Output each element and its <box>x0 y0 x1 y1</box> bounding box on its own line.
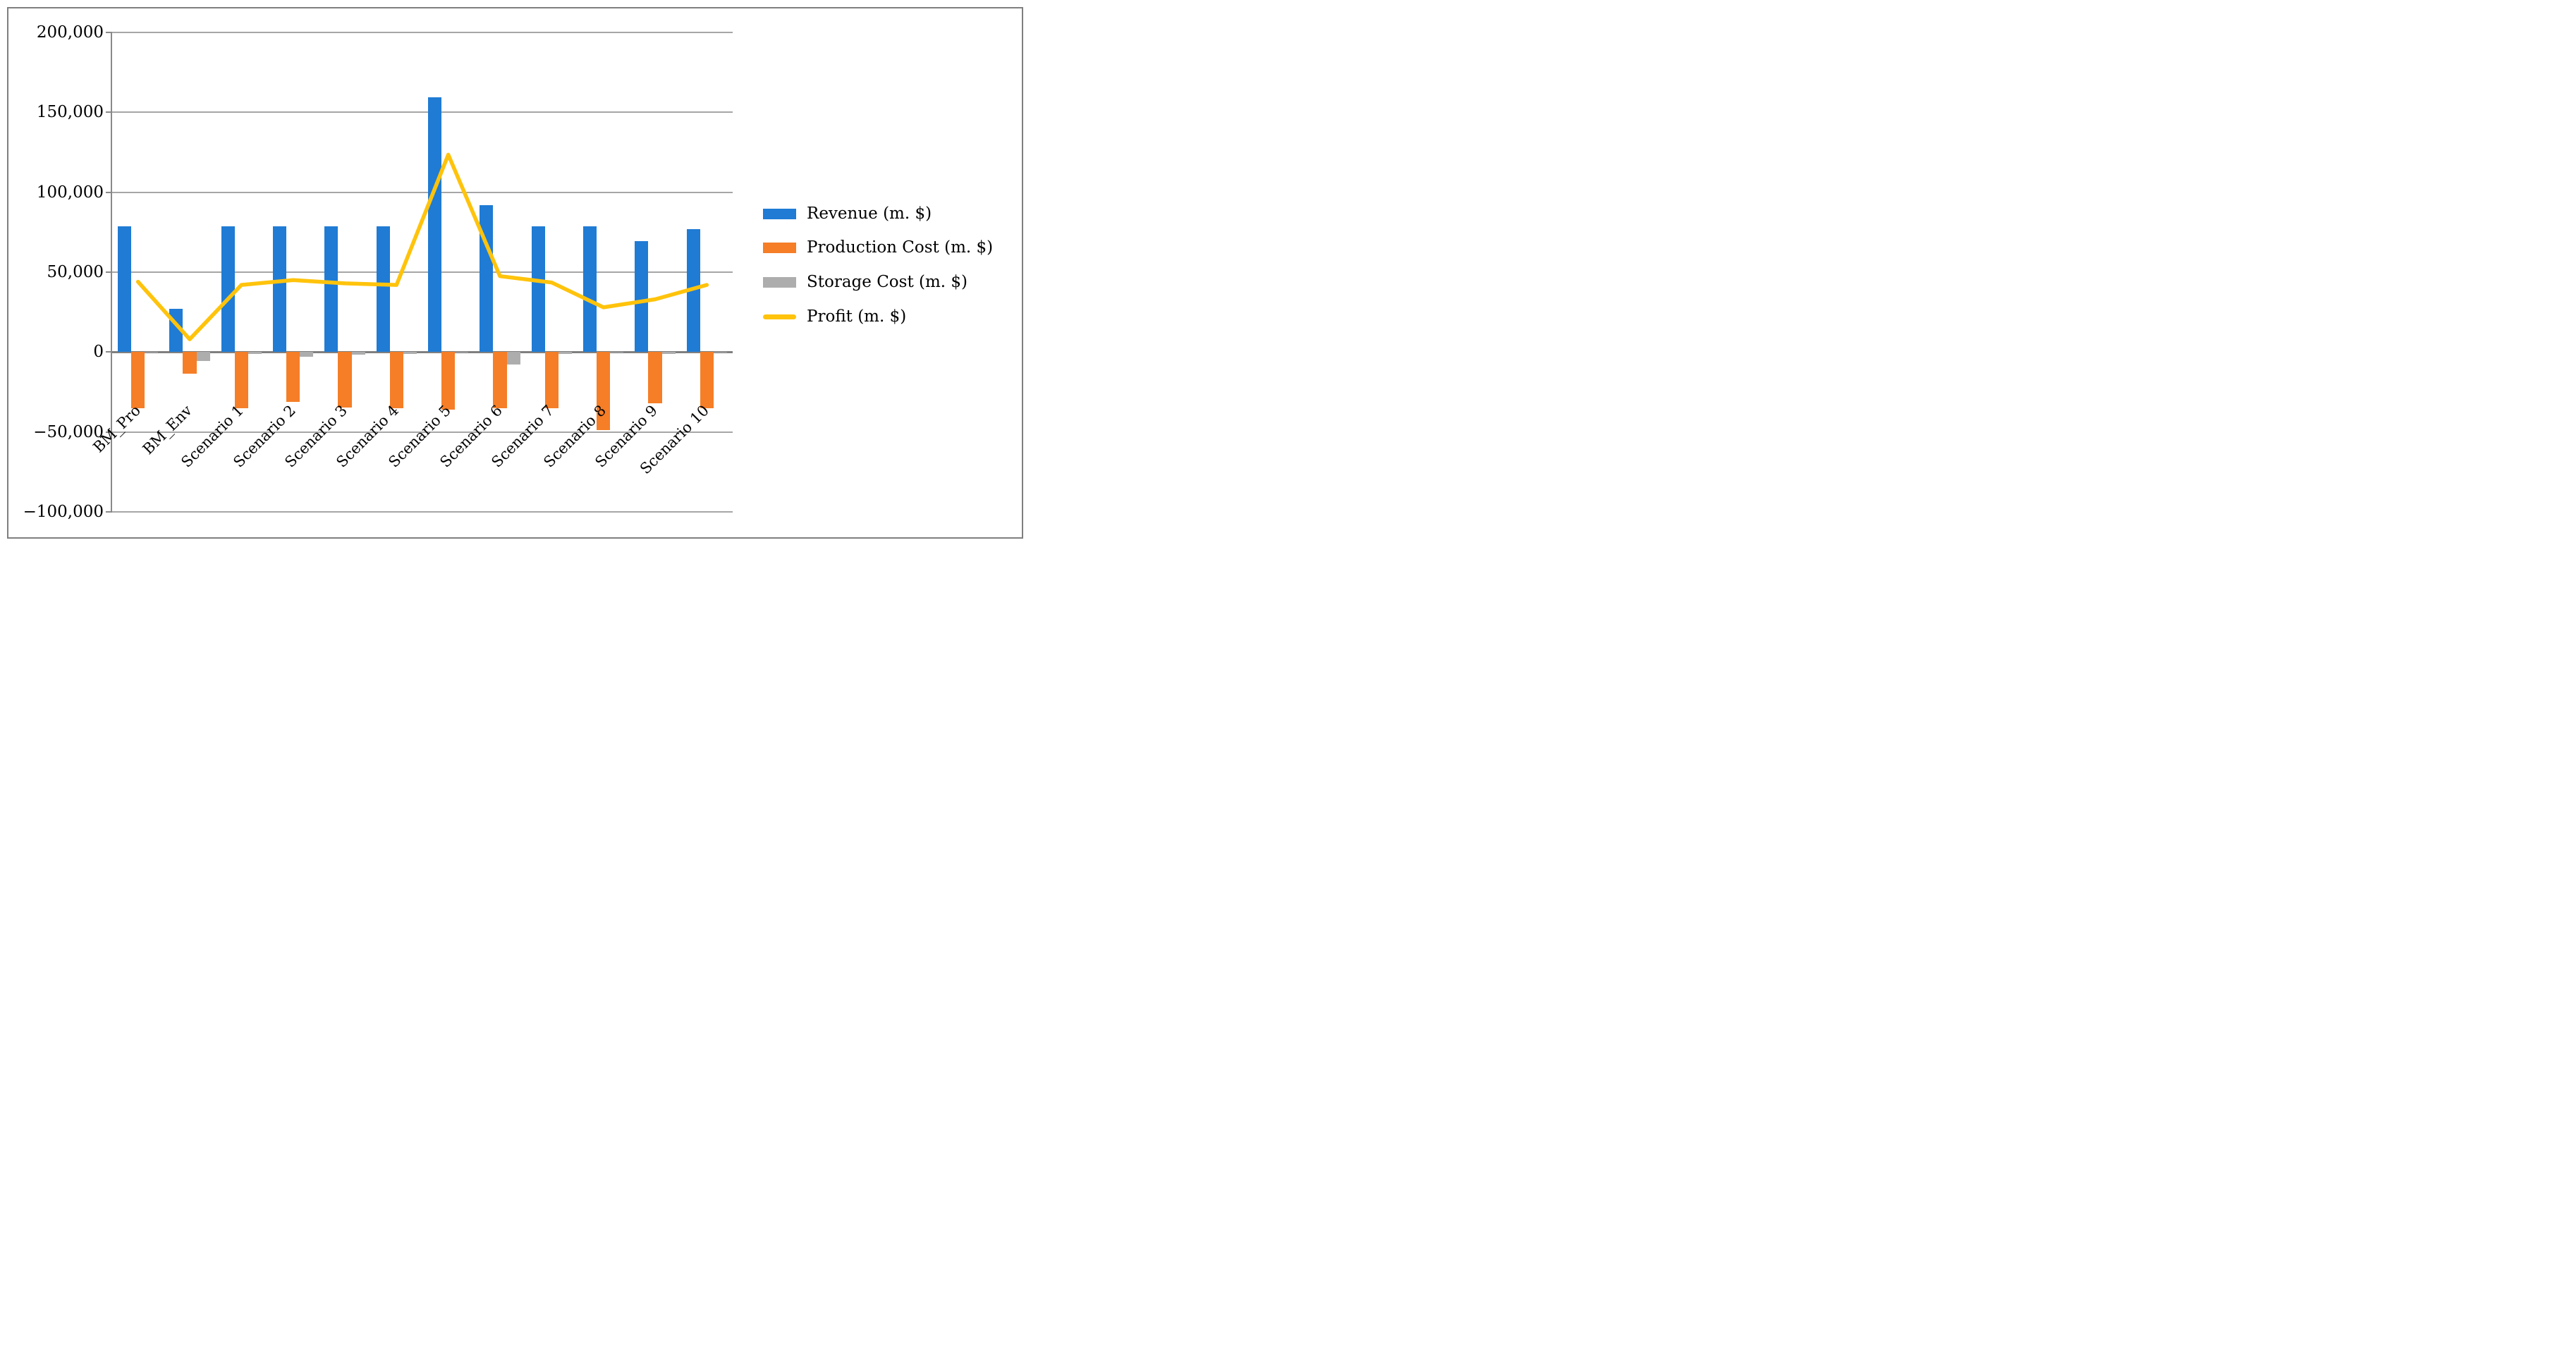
bar-production-cost-scenario-7 <box>544 352 558 408</box>
bar-storage-cost-scenario-2 <box>300 352 314 357</box>
bar-storage-cost-scenario-3 <box>351 352 365 355</box>
y-axis-tick <box>106 351 112 353</box>
y-axis-label: 0 <box>93 343 104 362</box>
bar-revenue-scenario-6 <box>480 204 494 353</box>
bar-storage-cost-scenario-7 <box>558 352 573 354</box>
bar-storage-cost-scenario-8 <box>610 352 624 353</box>
bar-revenue-scenario-9 <box>635 240 649 353</box>
bar-revenue-scenario-8 <box>582 226 597 353</box>
gridline <box>112 511 733 513</box>
gridline <box>112 271 733 273</box>
bar-production-cost-scenario-2 <box>286 352 300 402</box>
bar-production-cost-scenario-8 <box>597 352 611 431</box>
bar-revenue-scenario-5 <box>427 97 442 353</box>
bar-production-cost-scenario-10 <box>700 352 714 408</box>
y-axis-tick <box>106 431 112 433</box>
gridline <box>112 111 733 114</box>
y-axis-tick <box>106 191 112 193</box>
bar-revenue-scenario-3 <box>324 226 338 353</box>
bar-revenue-bm-pro <box>117 226 132 353</box>
bar-storage-cost-scenario-6 <box>506 352 520 365</box>
bar-storage-cost-bm-pro <box>145 352 159 353</box>
zero-axis-line <box>112 351 733 354</box>
y-axis-line <box>111 32 112 512</box>
bar-production-cost-scenario-6 <box>493 352 507 408</box>
bar-revenue-scenario-4 <box>376 226 390 353</box>
y-axis-tick <box>106 271 112 273</box>
y-axis-tick <box>106 32 112 33</box>
bar-storage-cost-scenario-9 <box>661 352 676 354</box>
figure-border <box>7 7 1023 539</box>
bar-production-cost-scenario-3 <box>338 352 352 408</box>
y-axis-label: 100,000 <box>36 183 104 202</box>
bar-production-cost-scenario-5 <box>441 352 456 410</box>
bar-storage-cost-bm-env <box>196 352 210 361</box>
bar-production-cost-bm-pro <box>131 352 145 408</box>
bar-production-cost-bm-env <box>183 352 197 374</box>
y-axis-label: 50,000 <box>47 263 104 281</box>
gridline <box>112 32 733 33</box>
gridline <box>112 431 733 433</box>
bar-revenue-scenario-1 <box>221 226 235 353</box>
bar-storage-cost-scenario-1 <box>248 352 262 354</box>
y-axis-tick <box>106 511 112 513</box>
gridline <box>112 191 733 193</box>
chart-figure: 200,000 150,000 100,000 50,000 0 −50,000 −100,… <box>0 0 1030 546</box>
y-axis-label: −100,000 <box>23 503 104 521</box>
bar-production-cost-scenario-9 <box>648 352 662 403</box>
bar-revenue-scenario-2 <box>272 226 287 353</box>
bar-storage-cost-scenario-10 <box>713 352 728 353</box>
bar-storage-cost-scenario-5 <box>455 352 469 353</box>
profit-line <box>135 152 709 341</box>
plot-area: 200,000 150,000 100,000 50,000 0 −50,000 −100,… <box>23 23 733 521</box>
y-axis-label: 150,000 <box>36 103 104 122</box>
bar-production-cost-scenario-1 <box>234 352 248 408</box>
y-axis-label: −50,000 <box>33 422 104 441</box>
bar-production-cost-scenario-4 <box>389 352 403 408</box>
y-axis-label: 200,000 <box>36 23 104 42</box>
bar-storage-cost-scenario-4 <box>403 352 417 354</box>
y-axis-tick <box>106 111 112 114</box>
bar-revenue-scenario-7 <box>531 226 545 353</box>
